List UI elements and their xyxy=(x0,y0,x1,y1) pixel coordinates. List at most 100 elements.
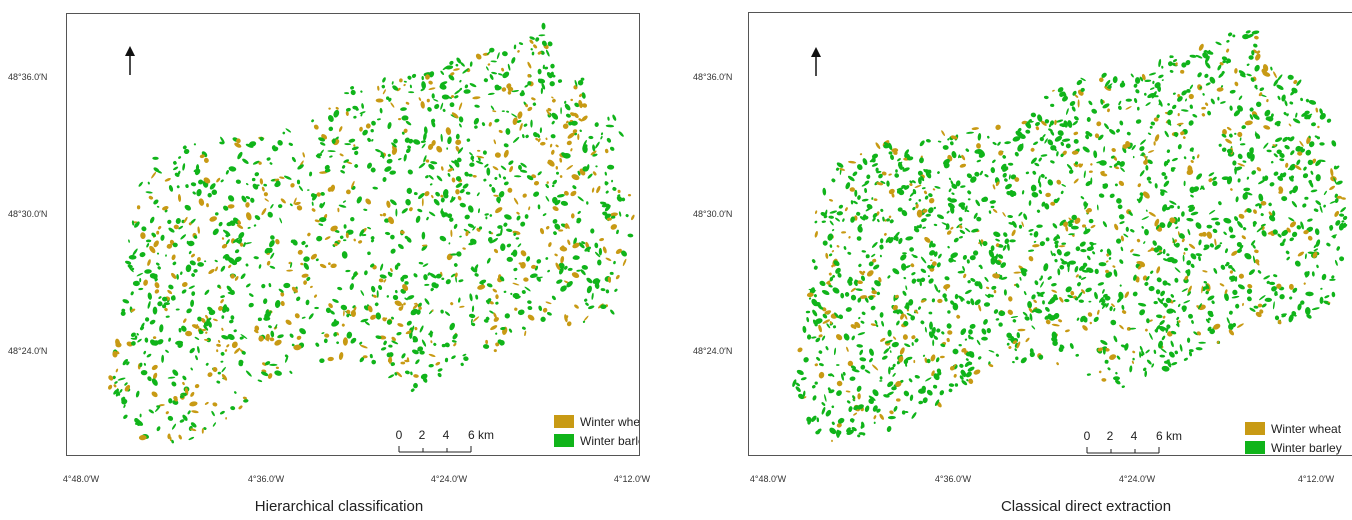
legend-swatch xyxy=(1245,441,1265,454)
field-parcel xyxy=(1204,73,1209,79)
field-parcel xyxy=(1089,321,1093,325)
field-parcel xyxy=(940,343,946,348)
field-parcel xyxy=(1028,200,1032,206)
field-parcel xyxy=(815,430,821,435)
field-parcel xyxy=(541,40,547,47)
latitude-label: 48°36.0′N xyxy=(693,72,733,82)
field-parcel xyxy=(203,427,207,430)
field-parcel xyxy=(426,98,430,103)
field-parcel xyxy=(1082,146,1090,153)
field-parcel xyxy=(225,306,230,312)
field-parcel xyxy=(1168,351,1175,358)
field-parcel xyxy=(221,243,228,249)
field-parcel xyxy=(896,190,900,194)
field-parcel xyxy=(1211,300,1215,305)
field-parcel xyxy=(1104,79,1111,87)
field-parcel xyxy=(1049,122,1052,128)
field-parcel xyxy=(431,140,436,146)
field-parcel xyxy=(289,262,293,269)
field-parcel xyxy=(1286,113,1289,117)
field-parcel xyxy=(1296,159,1301,166)
field-parcel xyxy=(1138,195,1143,204)
field-parcel xyxy=(1273,153,1278,158)
field-parcel xyxy=(391,147,398,155)
field-parcel xyxy=(1311,271,1315,277)
field-parcel xyxy=(185,264,192,273)
field-parcel xyxy=(447,168,454,172)
field-parcel xyxy=(1100,249,1103,253)
field-parcel xyxy=(836,364,840,366)
field-parcel xyxy=(1016,341,1021,349)
field-parcel xyxy=(1038,157,1042,162)
field-parcel xyxy=(814,363,818,367)
field-parcel xyxy=(1051,289,1058,293)
field-parcel xyxy=(301,316,306,319)
field-parcel xyxy=(173,166,179,171)
field-parcel xyxy=(1118,291,1124,300)
field-parcel xyxy=(386,158,393,164)
field-parcel xyxy=(970,298,975,306)
field-parcel xyxy=(140,370,148,376)
field-parcel xyxy=(310,253,317,260)
field-parcel xyxy=(545,137,548,141)
field-parcel xyxy=(896,320,900,326)
field-parcel xyxy=(1276,283,1282,289)
field-parcel xyxy=(1130,73,1134,78)
field-parcel xyxy=(363,208,368,211)
field-parcel xyxy=(831,439,833,443)
field-parcel xyxy=(1060,141,1065,147)
field-parcel xyxy=(981,336,988,341)
field-parcel xyxy=(190,428,197,432)
field-parcel xyxy=(278,288,284,293)
field-parcel xyxy=(857,332,866,336)
field-parcel xyxy=(1335,165,1340,170)
field-parcel xyxy=(292,239,298,246)
field-parcel xyxy=(911,342,914,346)
field-parcel xyxy=(1119,161,1125,167)
field-parcel xyxy=(1098,134,1104,141)
field-parcel xyxy=(1254,132,1261,139)
field-parcel xyxy=(1145,275,1150,281)
field-parcel xyxy=(493,139,496,145)
field-parcel xyxy=(404,297,408,301)
field-parcel xyxy=(471,322,476,327)
field-parcel xyxy=(140,232,146,239)
field-parcel xyxy=(512,136,520,143)
field-parcel xyxy=(191,253,195,258)
field-parcel xyxy=(1166,257,1175,263)
field-parcel xyxy=(1304,271,1310,277)
field-parcel xyxy=(1208,178,1213,183)
field-parcel xyxy=(1315,107,1319,113)
field-parcel xyxy=(922,226,926,229)
field-parcel xyxy=(197,262,204,267)
field-parcel xyxy=(1201,106,1206,110)
field-parcel xyxy=(1022,311,1028,317)
field-parcel xyxy=(524,214,529,219)
field-parcel xyxy=(1154,82,1161,89)
field-parcel xyxy=(1030,120,1034,123)
field-parcel xyxy=(1316,264,1319,269)
field-parcel xyxy=(1043,95,1049,100)
field-parcel xyxy=(1259,87,1265,92)
field-parcel xyxy=(1120,167,1125,172)
field-parcel xyxy=(876,291,881,296)
field-parcel xyxy=(1010,316,1019,318)
field-parcel xyxy=(447,136,452,145)
field-parcel xyxy=(1220,101,1226,104)
field-parcel xyxy=(441,166,444,171)
field-parcel xyxy=(476,155,485,159)
field-parcel xyxy=(1268,211,1273,216)
field-parcel xyxy=(184,204,191,211)
field-parcel xyxy=(1082,224,1086,228)
field-parcel xyxy=(892,268,900,275)
field-parcel xyxy=(1036,209,1041,213)
field-parcel xyxy=(1163,180,1170,187)
field-parcel xyxy=(212,422,216,427)
field-parcel xyxy=(448,242,451,245)
field-parcel xyxy=(1129,327,1137,330)
field-parcel xyxy=(145,239,152,243)
field-parcel xyxy=(814,230,818,238)
field-parcel xyxy=(342,337,348,346)
field-parcel xyxy=(421,231,426,240)
field-parcel xyxy=(1170,340,1174,348)
